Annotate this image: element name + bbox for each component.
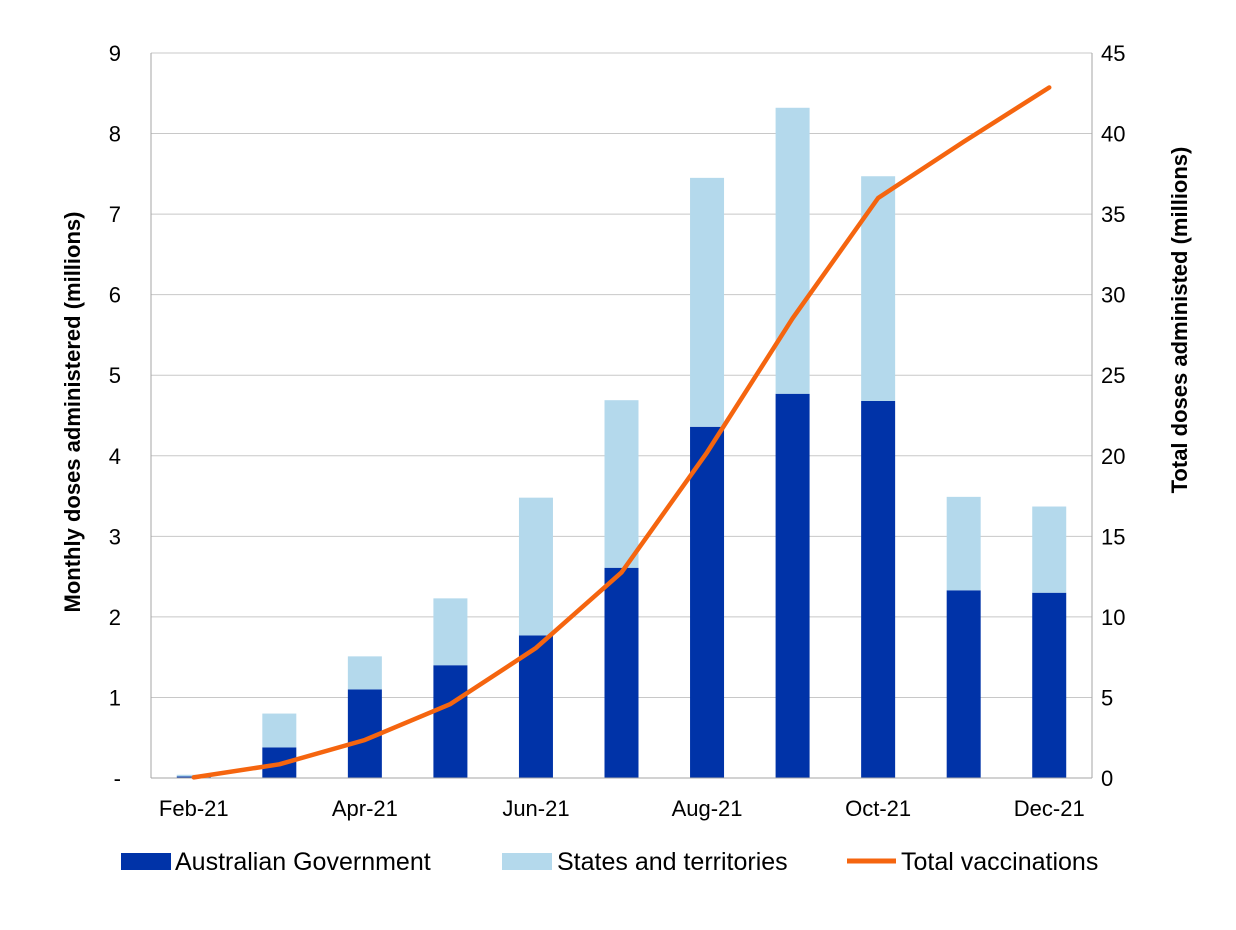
left-tick-label: 6	[109, 283, 121, 308]
legend-label-australian-government: Australian Government	[175, 848, 431, 876]
bar-australian-government	[604, 567, 639, 778]
right-tick-label: 15	[1101, 524, 1125, 549]
legend: Australian Government States and territo…	[121, 848, 1098, 876]
bar-states-and-territories	[775, 107, 810, 394]
left-axis-title: Monthly doses administered (millions)	[60, 212, 85, 613]
bar-states-and-territories	[262, 713, 297, 748]
legend-swatch-states-and-territories	[502, 853, 552, 870]
x-tick-label: Oct-21	[845, 796, 911, 821]
bar-australian-government	[690, 426, 725, 778]
right-tick-label: 35	[1101, 202, 1125, 227]
x-tick-label: Dec-21	[1014, 796, 1085, 821]
legend-label-states-and-territories: States and territories	[557, 848, 788, 876]
bar-australian-government	[518, 635, 553, 778]
series-line-total-vaccinations	[191, 85, 1052, 780]
x-tick-label: Aug-21	[672, 796, 743, 821]
bar-australian-government	[433, 665, 468, 778]
bar-states-and-territories	[1032, 506, 1067, 593]
bar-states-and-territories	[347, 656, 382, 690]
bar-australian-government	[861, 401, 896, 778]
x-tick-label: Jun-21	[502, 796, 569, 821]
left-tick-label: 7	[109, 202, 121, 227]
bar-states-and-territories	[433, 598, 468, 666]
axes	[150, 53, 1093, 779]
left-tick-label: 8	[109, 122, 121, 147]
legend-swatch-australian-government	[121, 853, 171, 870]
bar-australian-government	[946, 590, 981, 778]
bar-states-and-territories	[690, 177, 725, 427]
left-tick-label: 3	[109, 524, 121, 549]
right-tick-label: 20	[1101, 444, 1125, 469]
right-tick-label: 5	[1101, 685, 1113, 710]
right-tick-label: 0	[1101, 766, 1113, 791]
left-tick-label: 1	[109, 685, 121, 710]
right-tick-label: 10	[1101, 605, 1125, 630]
right-tick-label: 25	[1101, 363, 1125, 388]
right-tick-label: 40	[1101, 122, 1125, 147]
left-tick-label: 9	[109, 41, 121, 66]
right-axis-title: Total doses administed (millions)	[1167, 147, 1192, 494]
bar-states-and-territories	[946, 496, 981, 591]
bar-australian-government	[775, 393, 810, 778]
right-tick-label: 30	[1101, 283, 1125, 308]
gridlines	[151, 52, 1092, 698]
left-tick-label: 4	[109, 444, 121, 469]
left-tick-label: -	[114, 766, 121, 791]
bars	[176, 107, 1067, 778]
x-tick-label: Feb-21	[159, 796, 229, 821]
right-tick-label: 45	[1101, 41, 1125, 66]
left-tick-label: 5	[109, 363, 121, 388]
bar-states-and-territories	[518, 497, 553, 636]
legend-label-total-vaccinations: Total vaccinations	[901, 848, 1098, 876]
total-line-layer	[191, 85, 1052, 780]
bar-australian-government	[1032, 592, 1067, 778]
x-tick-label: Apr-21	[332, 796, 398, 821]
bar-states-and-territories	[604, 400, 639, 568]
bar-states-and-territories	[861, 176, 896, 401]
left-tick-label: 2	[109, 605, 121, 630]
